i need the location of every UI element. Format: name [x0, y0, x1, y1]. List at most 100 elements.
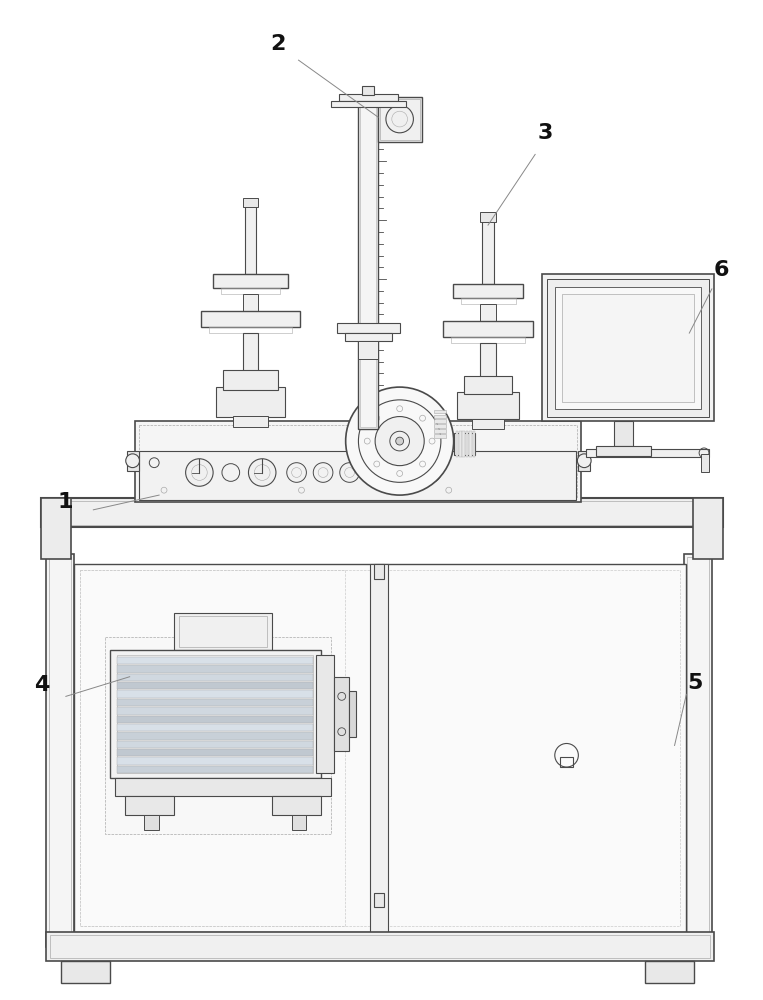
- Bar: [694, 498, 723, 559]
- Bar: [216, 387, 285, 417]
- Bar: [272, 796, 321, 815]
- Text: 5: 5: [687, 673, 703, 693]
- Bar: [47, 932, 714, 961]
- Bar: [110, 650, 321, 778]
- Bar: [74, 564, 687, 932]
- Bar: [434, 429, 446, 433]
- Bar: [459, 431, 462, 457]
- Bar: [451, 337, 526, 343]
- Bar: [456, 392, 520, 419]
- Bar: [117, 655, 314, 773]
- Bar: [454, 433, 475, 455]
- Bar: [125, 796, 174, 815]
- Bar: [370, 564, 388, 932]
- Bar: [139, 425, 578, 498]
- Bar: [443, 321, 533, 337]
- Bar: [79, 570, 681, 926]
- Bar: [560, 757, 574, 767]
- Circle shape: [346, 387, 454, 495]
- Bar: [50, 935, 710, 958]
- Bar: [41, 498, 71, 559]
- Circle shape: [375, 417, 424, 466]
- Circle shape: [578, 454, 591, 468]
- Bar: [462, 431, 465, 457]
- Bar: [645, 961, 694, 983]
- Bar: [684, 554, 712, 947]
- Bar: [359, 95, 378, 429]
- Bar: [117, 724, 314, 731]
- Bar: [179, 616, 267, 647]
- Bar: [473, 431, 475, 457]
- Circle shape: [338, 692, 346, 700]
- Text: 2: 2: [270, 34, 285, 54]
- Bar: [213, 274, 288, 288]
- Bar: [221, 288, 280, 294]
- Bar: [117, 732, 314, 740]
- Bar: [547, 279, 709, 417]
- Bar: [345, 333, 392, 341]
- Bar: [134, 421, 581, 502]
- Circle shape: [396, 437, 404, 445]
- Bar: [117, 699, 314, 706]
- Bar: [79, 570, 345, 926]
- Bar: [452, 284, 523, 298]
- Bar: [233, 416, 268, 427]
- Bar: [469, 431, 472, 457]
- Bar: [117, 674, 314, 681]
- Bar: [117, 741, 314, 748]
- Bar: [562, 294, 694, 402]
- Bar: [472, 419, 504, 429]
- Bar: [434, 415, 446, 418]
- Circle shape: [126, 454, 140, 468]
- Bar: [316, 655, 334, 773]
- Bar: [578, 451, 590, 471]
- Bar: [117, 657, 314, 664]
- Text: 4: 4: [34, 675, 50, 695]
- Bar: [117, 757, 314, 765]
- Bar: [331, 101, 406, 107]
- Bar: [480, 212, 496, 222]
- Bar: [687, 557, 709, 944]
- Bar: [466, 431, 468, 457]
- Bar: [362, 86, 374, 95]
- Bar: [555, 287, 701, 409]
- Bar: [140, 451, 576, 500]
- Bar: [291, 815, 307, 830]
- Bar: [117, 707, 314, 715]
- Bar: [378, 97, 422, 142]
- Text: 6: 6: [714, 260, 729, 280]
- Bar: [117, 665, 314, 673]
- Circle shape: [338, 728, 346, 736]
- Bar: [201, 311, 300, 327]
- Bar: [243, 294, 259, 311]
- Bar: [359, 341, 378, 359]
- Bar: [480, 304, 496, 321]
- Bar: [244, 205, 256, 274]
- Bar: [47, 554, 74, 947]
- Text: 3: 3: [537, 123, 552, 143]
- Bar: [117, 682, 314, 689]
- Bar: [243, 198, 259, 207]
- Bar: [334, 677, 349, 751]
- Bar: [374, 893, 384, 907]
- Bar: [480, 343, 496, 392]
- Bar: [117, 766, 314, 773]
- Bar: [482, 220, 494, 284]
- Bar: [434, 410, 446, 413]
- Bar: [380, 99, 420, 140]
- Bar: [586, 449, 709, 457]
- Bar: [174, 613, 272, 650]
- Bar: [434, 424, 446, 428]
- Bar: [209, 327, 291, 333]
- Bar: [223, 370, 278, 390]
- Bar: [434, 419, 446, 423]
- Circle shape: [386, 105, 414, 133]
- Bar: [465, 376, 511, 394]
- Bar: [117, 749, 314, 756]
- Bar: [49, 557, 71, 944]
- Bar: [360, 97, 376, 427]
- Bar: [61, 961, 110, 983]
- Bar: [44, 501, 720, 525]
- Bar: [374, 564, 384, 579]
- Bar: [127, 451, 139, 471]
